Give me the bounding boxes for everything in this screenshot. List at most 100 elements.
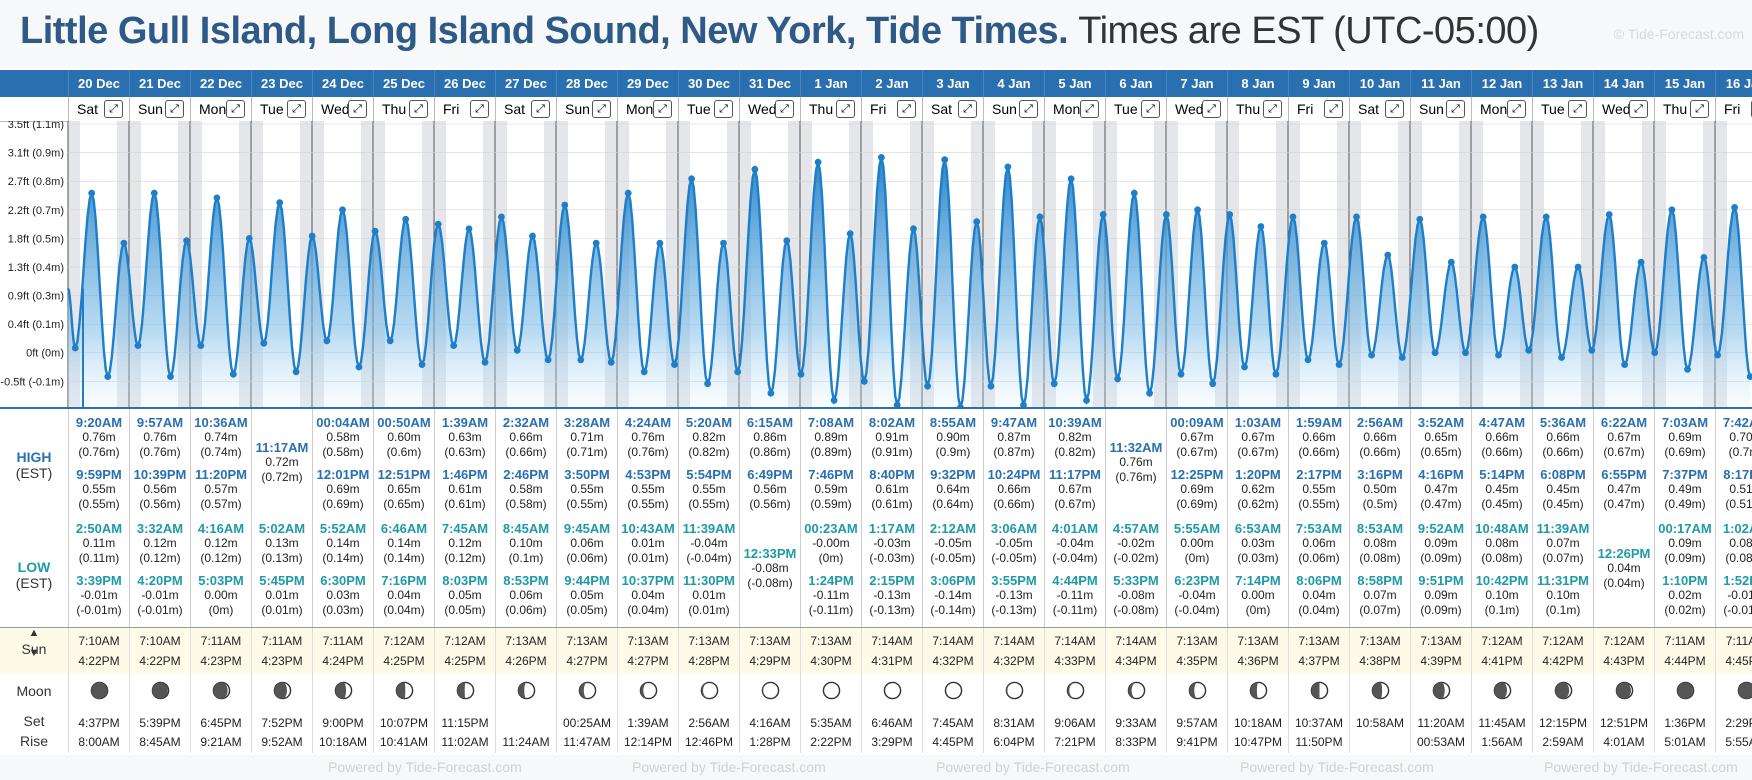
tide-time: 00:23AM [804,521,858,536]
date-cell: 25 Dec [373,70,434,97]
tide-height-predicted: (0.1m) [1545,603,1581,617]
tide-time: 9:44PM [564,573,610,588]
tide-height-m: -0.04m [1056,536,1094,550]
tide-height-predicted: (0.65m) [383,497,425,511]
tide-entry: 5:20AM 0.82m (0.82m) [679,415,739,460]
tide-entry: 7:42AM0.70m(0.7m) [1716,415,1752,460]
tide-height-predicted: (0.7m) [1728,445,1752,459]
low-tide-cell: 10:48AM 0.08m (0.08m) 10:42PM 0.10m (0.1m) [1471,515,1532,629]
tide-height-predicted: (0.07m) [1542,551,1584,565]
weekday-cell: Fri⤢ [1715,97,1752,121]
expand-icon[interactable]: ⤢ [714,100,733,118]
high-tide-point [1447,258,1455,266]
low-tide-point [640,368,648,376]
weekday-label: Thu [809,101,834,117]
sunset-time: 4:36PM [1237,654,1279,668]
expand-icon[interactable]: ⤢ [348,100,367,118]
high-tide-cell: 5:36AM 0.66m (0.66m) 6:08PM 0.45m (0.45m) [1532,409,1593,515]
high-tide-cell: 11:32AM 0.76m (0.76m) [1105,409,1166,515]
moon-cell: 9:06AM 7:21PM [1044,673,1105,753]
expand-icon[interactable]: ⤢ [1629,100,1648,118]
moonset-time: 5:35AM [810,716,852,730]
high-tide-cell: 1:03AM 0.67m (0.67m) 1:20PM 0.62m (0.62m) [1227,409,1288,515]
y-tick-label: 2.2ft (0.7m) [8,205,64,217]
expand-icon[interactable]: ⤢ [1080,100,1099,118]
tide-height-m: 0.66m [1546,430,1580,444]
tide-time: 00:04AM [316,415,370,430]
low-tide-point [1651,349,1659,357]
low-tide-point [481,358,489,366]
moonrise-time: 11:24AM [502,735,550,749]
expand-icon[interactable]: ⤢ [1202,100,1221,118]
tide-height-m: 0.06m [570,536,604,550]
sunset-time: 4:31PM [871,654,913,668]
expand-icon[interactable]: ⤢ [775,100,794,118]
expand-icon[interactable]: ⤢ [226,100,245,118]
expand-icon[interactable]: ⤢ [470,100,489,118]
title-bar: Little Gull Island, Long Island Sound, N… [0,0,1752,68]
expand-icon[interactable]: ⤢ [1141,100,1160,118]
sunset-time: 4:29PM [749,654,791,668]
expand-icon[interactable]: ⤢ [1385,100,1404,118]
moonrise-time: 10:47PM [1233,735,1283,749]
expand-icon[interactable]: ⤢ [104,100,123,118]
expand-icon[interactable]: ⤢ [1568,100,1587,118]
expand-icon[interactable]: ⤢ [1019,100,1038,118]
moonrise-time: 3:29PM [871,735,913,749]
tide-entry: 00:23AM -0.00m (0m) [801,521,861,566]
tide-height-predicted: (0.13m) [261,551,303,565]
expand-icon[interactable]: ⤢ [1324,100,1343,118]
moon-phase-icon [700,681,718,700]
expand-icon[interactable]: ⤢ [592,100,611,118]
tide-height-m: 0.50m [1363,482,1397,496]
y-tick-label: 0.4ft (0.1m) [8,319,64,331]
high-tide-point [561,201,569,209]
moonset-time: 11:45AM [1478,716,1526,730]
low-tide-point [1714,351,1721,359]
tide-time: 6:23PM [1174,573,1220,588]
tide-height-m: 0.06m [1302,536,1336,550]
expand-icon[interactable]: ⤢ [1690,100,1709,118]
weekday-label: Tue [260,101,284,117]
weekday-label: Thu [1663,101,1688,117]
expand-icon[interactable]: ⤢ [958,100,977,118]
tide-time: 5:33PM [1113,573,1159,588]
expand-icon[interactable]: ⤢ [287,100,306,118]
low-tide-point [323,337,331,345]
low-tide-point [450,342,458,349]
tide-height-predicted: (0.71m) [566,445,608,459]
low-tide-cell: 2:50AM 0.11m (0.11m) 3:39PM -0.01m (-0.01m) [68,515,129,629]
tide-height-predicted: (0.61m) [871,497,913,511]
tide-height-m: 0.76m [143,430,177,444]
tide-entry: 7:46PM 0.59m (0.59m) [801,467,861,512]
sunrise-time: 7:11AM [1725,634,1752,648]
tide-height-predicted: (0.04m) [627,603,669,617]
moon-phase-icon [1188,681,1206,700]
moon-cell: 10:58AM [1349,673,1410,753]
tide-time: 3:28AM [563,415,611,430]
sun-cell: 7:10AM 4:22PM [68,628,129,673]
expand-icon[interactable]: ⤢ [897,100,916,118]
expand-icon[interactable]: ⤢ [1507,100,1526,118]
tide-time: 11:20PM [194,467,248,482]
tide-height-m: 0.74m [204,430,238,444]
expand-icon[interactable]: ⤢ [409,100,428,118]
expand-icon[interactable]: ⤢ [165,100,184,118]
tide-height-predicted: (0.02m) [1664,603,1706,617]
moon-cell: 12:15PM 2:59AM [1532,673,1593,753]
expand-icon[interactable]: ⤢ [836,100,855,118]
low-tide-point [1241,363,1248,371]
sunrise-time: 7:13AM [1176,634,1218,648]
tide-height-m: 0.58m [326,430,360,444]
tide-height-predicted: (0.56m) [749,497,791,511]
expand-icon[interactable]: ⤢ [653,100,672,118]
low-tide-point [924,382,931,390]
expand-icon[interactable]: ⤢ [1446,100,1465,118]
sunset-time: 4:44PM [1664,654,1706,668]
tide-entry: 10:42PM 0.10m (0.1m) [1472,573,1532,618]
sunrise-time: 7:13AM [1359,634,1401,648]
weekday-label: Sun [992,101,1017,117]
high-tide-cell: 10:36AM 0.74m (0.74m) 11:20PM 0.57m (0.57m) [190,409,251,515]
expand-icon[interactable]: ⤢ [531,100,550,118]
expand-icon[interactable]: ⤢ [1263,100,1282,118]
